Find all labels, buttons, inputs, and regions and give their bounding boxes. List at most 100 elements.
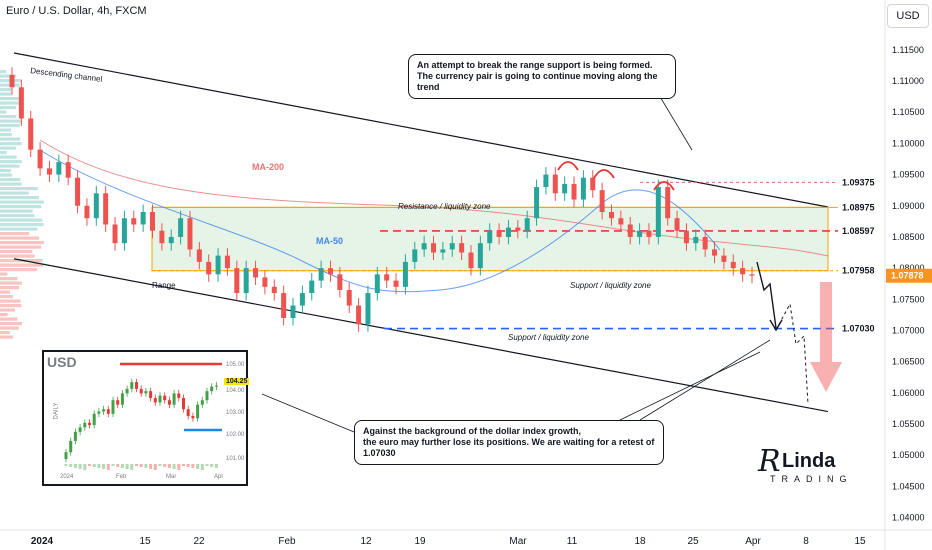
- volume-bar: [0, 169, 11, 173]
- candle-body: [93, 193, 99, 219]
- inset-candle: [153, 397, 157, 403]
- volume-bar: [0, 70, 6, 74]
- inset-ylabel: DAILY: [53, 402, 60, 420]
- inset-volume-bar: [139, 464, 143, 467]
- volume-bar: [0, 326, 19, 330]
- candle-body: [721, 255, 727, 262]
- time-tick-3: Feb: [278, 536, 296, 547]
- volume-bar: [0, 92, 12, 96]
- candle-body: [346, 289, 352, 306]
- inset-volume-bar: [69, 464, 73, 467]
- volume-bar: [0, 317, 18, 321]
- time-tick-5: 19: [414, 536, 426, 547]
- inset-volume-bar: [125, 464, 129, 469]
- inset-candle: [191, 416, 195, 419]
- volume-bar: [0, 128, 12, 132]
- inset-candle: [172, 393, 176, 405]
- inset-candle: [69, 440, 73, 453]
- candle-body: [234, 268, 240, 294]
- candle-body: [618, 218, 624, 225]
- volume-bar: [0, 191, 29, 195]
- inset-date-4: Apr: [214, 474, 224, 480]
- candle-body: [65, 162, 71, 178]
- inset-candle: [73, 431, 77, 441]
- inset-candle: [139, 388, 143, 394]
- price-tick-14: 1.05000: [892, 450, 925, 460]
- inset-candle: [135, 382, 138, 389]
- candle-body: [28, 118, 34, 150]
- candle-body: [693, 236, 699, 244]
- level-label-4: 1.07030: [842, 324, 875, 334]
- volume-bar: [0, 101, 22, 105]
- candle-body: [674, 218, 680, 231]
- candle-body: [459, 243, 465, 253]
- time-tick-10: Apr: [745, 536, 761, 547]
- inset-volume-bar: [153, 464, 157, 470]
- candle-body: [112, 224, 118, 244]
- candle-body: [281, 293, 287, 318]
- label-range: Range: [152, 281, 176, 290]
- price-tick-7: 1.08500: [892, 232, 925, 242]
- volume-bar: [0, 286, 20, 290]
- volume-bar: [0, 299, 21, 303]
- candle-body: [224, 255, 230, 269]
- time-tick-8: 18: [634, 536, 646, 547]
- inset-volume-bar: [177, 464, 181, 470]
- inset-candle: [144, 391, 148, 394]
- label-ma50: MA-50: [316, 236, 343, 246]
- inset-date-2: Feb: [116, 474, 127, 480]
- price-tick-1: 1.11500: [892, 45, 924, 55]
- candle-body: [374, 274, 380, 294]
- channel-lower-line: [13, 258, 829, 413]
- price-tick-13: 1.05500: [892, 419, 925, 429]
- candle-body: [159, 230, 165, 244]
- time-tick-12: 15: [854, 536, 866, 547]
- candle-body: [627, 224, 633, 237]
- candle-body: [431, 243, 437, 253]
- price-tick-15: 1.04500: [892, 481, 925, 491]
- inset-volume-bar: [102, 464, 106, 469]
- price-tick-9: 1.07500: [892, 294, 925, 304]
- price-tick-12: 1.06000: [892, 388, 925, 398]
- volume-bar: [0, 97, 20, 101]
- candle-body: [449, 243, 455, 250]
- candle-body: [262, 277, 268, 287]
- inset-date-3: Mar: [166, 474, 177, 480]
- candle-body: [402, 261, 408, 287]
- volume-bar: [0, 115, 17, 119]
- inset-volume-bar: [92, 464, 96, 467]
- volume-bar: [0, 223, 44, 227]
- currency-button[interactable]: USD: [887, 4, 929, 28]
- volume-bar: [0, 124, 20, 128]
- inset-price-tag: 104.25: [224, 378, 250, 385]
- volume-bar: [0, 151, 7, 155]
- candle-body: [543, 174, 549, 188]
- inset-volume-bar: [200, 464, 204, 470]
- inset-candle: [88, 422, 91, 426]
- candle-body: [421, 243, 427, 250]
- inset-candle: [186, 409, 190, 417]
- candle-body: [318, 268, 324, 281]
- inset-tick-3: 103.00: [226, 410, 245, 416]
- inset-candle: [158, 395, 162, 403]
- inset-candle: [210, 386, 214, 392]
- inset-candle: [163, 395, 167, 401]
- candle-body: [515, 227, 521, 231]
- volume-bar: [0, 137, 21, 141]
- inset-candle: [205, 391, 209, 401]
- usd-inset-chart: USD 104.25 2024 Feb Mar Apr 105.00 104.0…: [42, 350, 250, 486]
- time-tick-0: 2024: [31, 536, 54, 547]
- forecast-path: [756, 261, 777, 329]
- volume-bar: [0, 331, 10, 335]
- volume-bar: [0, 209, 33, 213]
- candle-body: [562, 183, 568, 194]
- pattern-arc-2: [653, 181, 675, 191]
- inset-volume-bar: [196, 464, 200, 469]
- pattern-arc-1: [593, 169, 615, 179]
- volume-bar: [0, 196, 39, 200]
- candle-body: [646, 230, 652, 237]
- candle-body: [440, 249, 446, 253]
- candle-body: [327, 268, 333, 275]
- callout-bottom-line-2: the euro may further lose its positions.…: [363, 437, 655, 458]
- inset-volume-bar: [172, 464, 176, 469]
